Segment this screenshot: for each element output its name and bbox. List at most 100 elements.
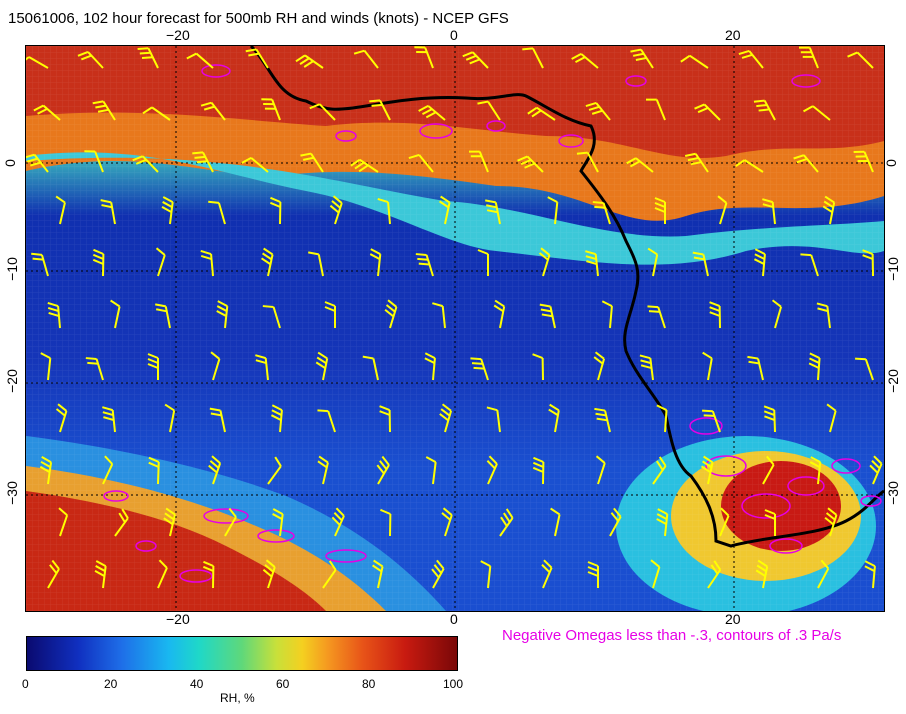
wind-barb	[592, 201, 611, 225]
wind-barb	[527, 106, 556, 121]
wind-barb	[694, 103, 721, 121]
wind-barb	[585, 101, 611, 121]
wind-barb	[224, 507, 237, 537]
wind-barb	[707, 560, 722, 589]
wind-barb	[762, 198, 776, 225]
lat-tick-right: 0	[882, 159, 899, 167]
wind-barb	[477, 249, 489, 276]
wind-barb	[441, 507, 453, 537]
wind-barb	[102, 406, 116, 433]
wind-barb	[147, 353, 159, 380]
wind-barb	[216, 300, 229, 329]
wind-barb	[550, 507, 561, 537]
wind-barb	[331, 507, 345, 537]
wind-barb	[539, 303, 556, 329]
wind-barb	[771, 299, 783, 329]
wind-barb	[547, 196, 559, 225]
wind-barb	[329, 195, 343, 225]
omega-caption: Negative Omegas less than -.3, contours …	[502, 627, 842, 644]
wind-barb	[656, 508, 669, 537]
wind-barb	[408, 153, 434, 173]
wind-barb	[755, 559, 769, 589]
wind-barb	[269, 196, 282, 225]
wind-barb	[517, 155, 544, 173]
wind-barb	[26, 153, 49, 173]
wind-barb	[262, 559, 276, 589]
wind-barb	[576, 151, 599, 173]
wind-barbs	[26, 46, 883, 589]
wind-barb	[601, 300, 613, 329]
wind-barb	[137, 47, 159, 69]
wind-barb	[380, 508, 392, 537]
wind-barb	[208, 200, 226, 225]
wind-barb	[353, 49, 379, 69]
wind-barb	[308, 251, 324, 277]
wind-barb	[376, 455, 390, 485]
wind-barb	[800, 253, 819, 277]
wind-barb	[656, 404, 668, 433]
wind-barb	[647, 247, 659, 277]
wind-barb	[100, 199, 116, 225]
rh-colorbar	[26, 636, 458, 671]
lat-tick-left: −20	[3, 369, 20, 393]
wind-barb	[803, 105, 831, 121]
wind-barb	[324, 301, 336, 328]
wind-barb	[431, 559, 445, 589]
wind-barb	[855, 357, 874, 381]
wind-barb	[84, 150, 104, 173]
wind-barb	[260, 247, 274, 277]
wind-barb	[55, 403, 68, 433]
wind-barb	[58, 507, 69, 537]
wind-barb	[809, 456, 822, 485]
wind-barb	[762, 455, 775, 485]
wind-barb	[808, 352, 821, 381]
omega-contour	[769, 538, 803, 554]
wind-barb	[439, 195, 451, 225]
wind-barb	[593, 351, 606, 381]
wind-barb	[272, 508, 284, 537]
wind-barb	[647, 305, 666, 329]
colorbar-tick: 0	[22, 677, 29, 691]
omega-contour	[335, 130, 357, 142]
omega-contour	[419, 123, 453, 139]
wind-barb	[142, 106, 171, 121]
wind-barb	[418, 104, 446, 121]
wind-barb	[415, 253, 434, 277]
omega-contours	[103, 64, 882, 583]
omega-contour	[135, 540, 157, 552]
wind-barb	[645, 98, 666, 121]
wind-barb	[85, 357, 104, 381]
wind-barb	[369, 99, 391, 121]
colorbar-tick: 20	[104, 677, 118, 691]
wind-barb	[209, 407, 226, 433]
wind-barb	[322, 560, 337, 589]
coastline	[249, 46, 884, 548]
wind-barb	[654, 197, 666, 224]
lon-tick-bottom: −20	[166, 611, 190, 627]
wind-barb	[110, 299, 121, 329]
wind-barb	[317, 455, 329, 485]
wind-barb	[414, 46, 434, 69]
omega-contour	[860, 495, 882, 507]
wind-barb	[186, 52, 214, 69]
omega-contour	[203, 508, 249, 524]
wind-barb	[47, 302, 61, 329]
wind-barb	[369, 248, 382, 277]
wind-barb	[680, 54, 709, 69]
wind-barb	[702, 409, 721, 433]
wind-barb	[522, 47, 544, 69]
wind-barb	[532, 353, 544, 381]
wind-barb	[425, 456, 437, 485]
wind-barb	[864, 560, 876, 589]
lat-tick-left: 0	[1, 159, 18, 167]
wind-barb	[532, 456, 545, 485]
map-title: 15061006, 102 hour forecast for 500mb RH…	[8, 10, 509, 27]
omega-contour	[558, 134, 584, 148]
wind-barb	[630, 48, 654, 69]
lon-tick-top: 20	[725, 27, 741, 43]
wind-barb	[700, 455, 714, 485]
wind-barb	[208, 455, 222, 485]
omega-contour	[486, 120, 506, 132]
wind-barb	[853, 150, 874, 173]
wind-barb	[432, 302, 446, 329]
